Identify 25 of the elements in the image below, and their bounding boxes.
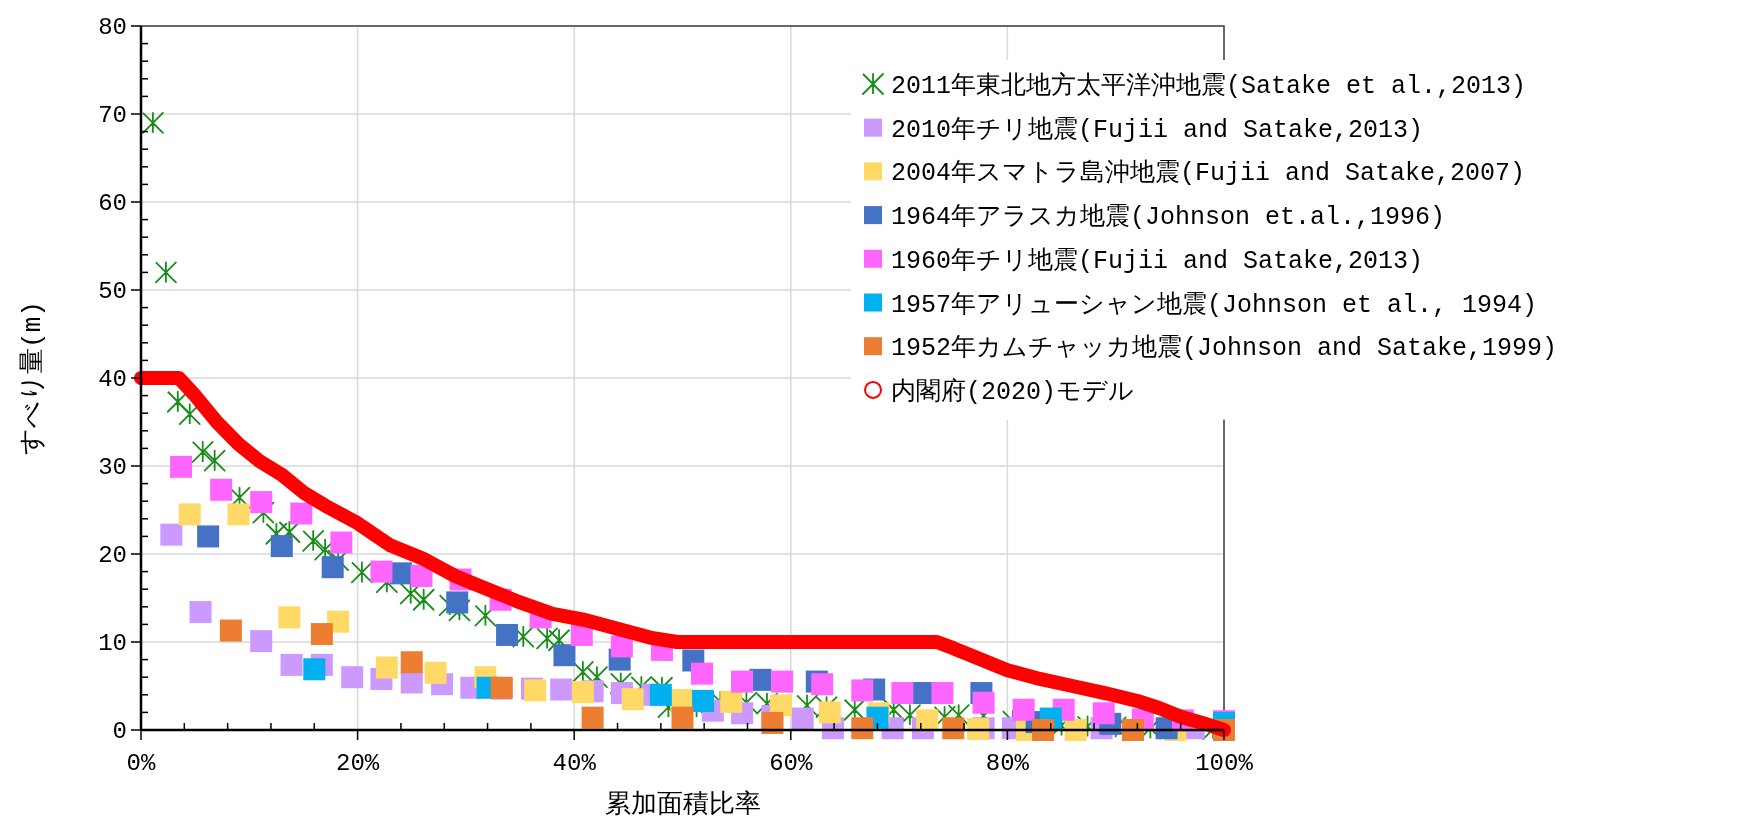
y-tick-label: 50	[98, 278, 127, 305]
y-tick-label: 10	[98, 630, 127, 657]
legend-label: 1957年アリューシャン地震(Johnson et al., 1994)	[891, 290, 1538, 320]
y-tick-label: 70	[98, 102, 127, 129]
x-axis-title: 累加面積比率	[604, 789, 761, 820]
x-tick-label: 80%	[985, 750, 1030, 777]
legend-label: 1960年チリ地震(Fujii and Satake,2013)	[891, 246, 1424, 276]
y-tick-label: 60	[98, 190, 127, 217]
y-tick-label: 0	[112, 718, 127, 745]
y-tick-label: 40	[98, 366, 127, 393]
legend-label: 2004年スマトラ島沖地震(Fujii and Satake,2007)	[891, 159, 1526, 189]
y-tick-label: 30	[98, 454, 127, 481]
legend-label: 内閣府(2020)モデル	[891, 376, 1135, 407]
legend-label: 2010年チリ地震(Fujii and Satake,2013)	[891, 115, 1424, 145]
y-axis-title: すべり量(m)	[18, 301, 48, 455]
x-tick-label: 0%	[126, 750, 156, 777]
x-tick-label: 100%	[1195, 750, 1254, 777]
legend-label: 1964年アラスカ地震(Johnson et.al.,1996)	[891, 203, 1446, 233]
y-tick-label: 80	[98, 14, 127, 41]
x-tick-label: 60%	[769, 750, 813, 777]
legend-label: 1952年カムチャッカ地震(Johnson and Satake,1999)	[891, 334, 1558, 364]
legend-label: 2011年東北地方太平洋沖地震(Satake et al.,2013)	[891, 71, 1527, 101]
x-tick-label: 40%	[552, 750, 597, 777]
y-tick-label: 20	[98, 542, 127, 569]
x-tick-label: 20%	[335, 750, 380, 777]
